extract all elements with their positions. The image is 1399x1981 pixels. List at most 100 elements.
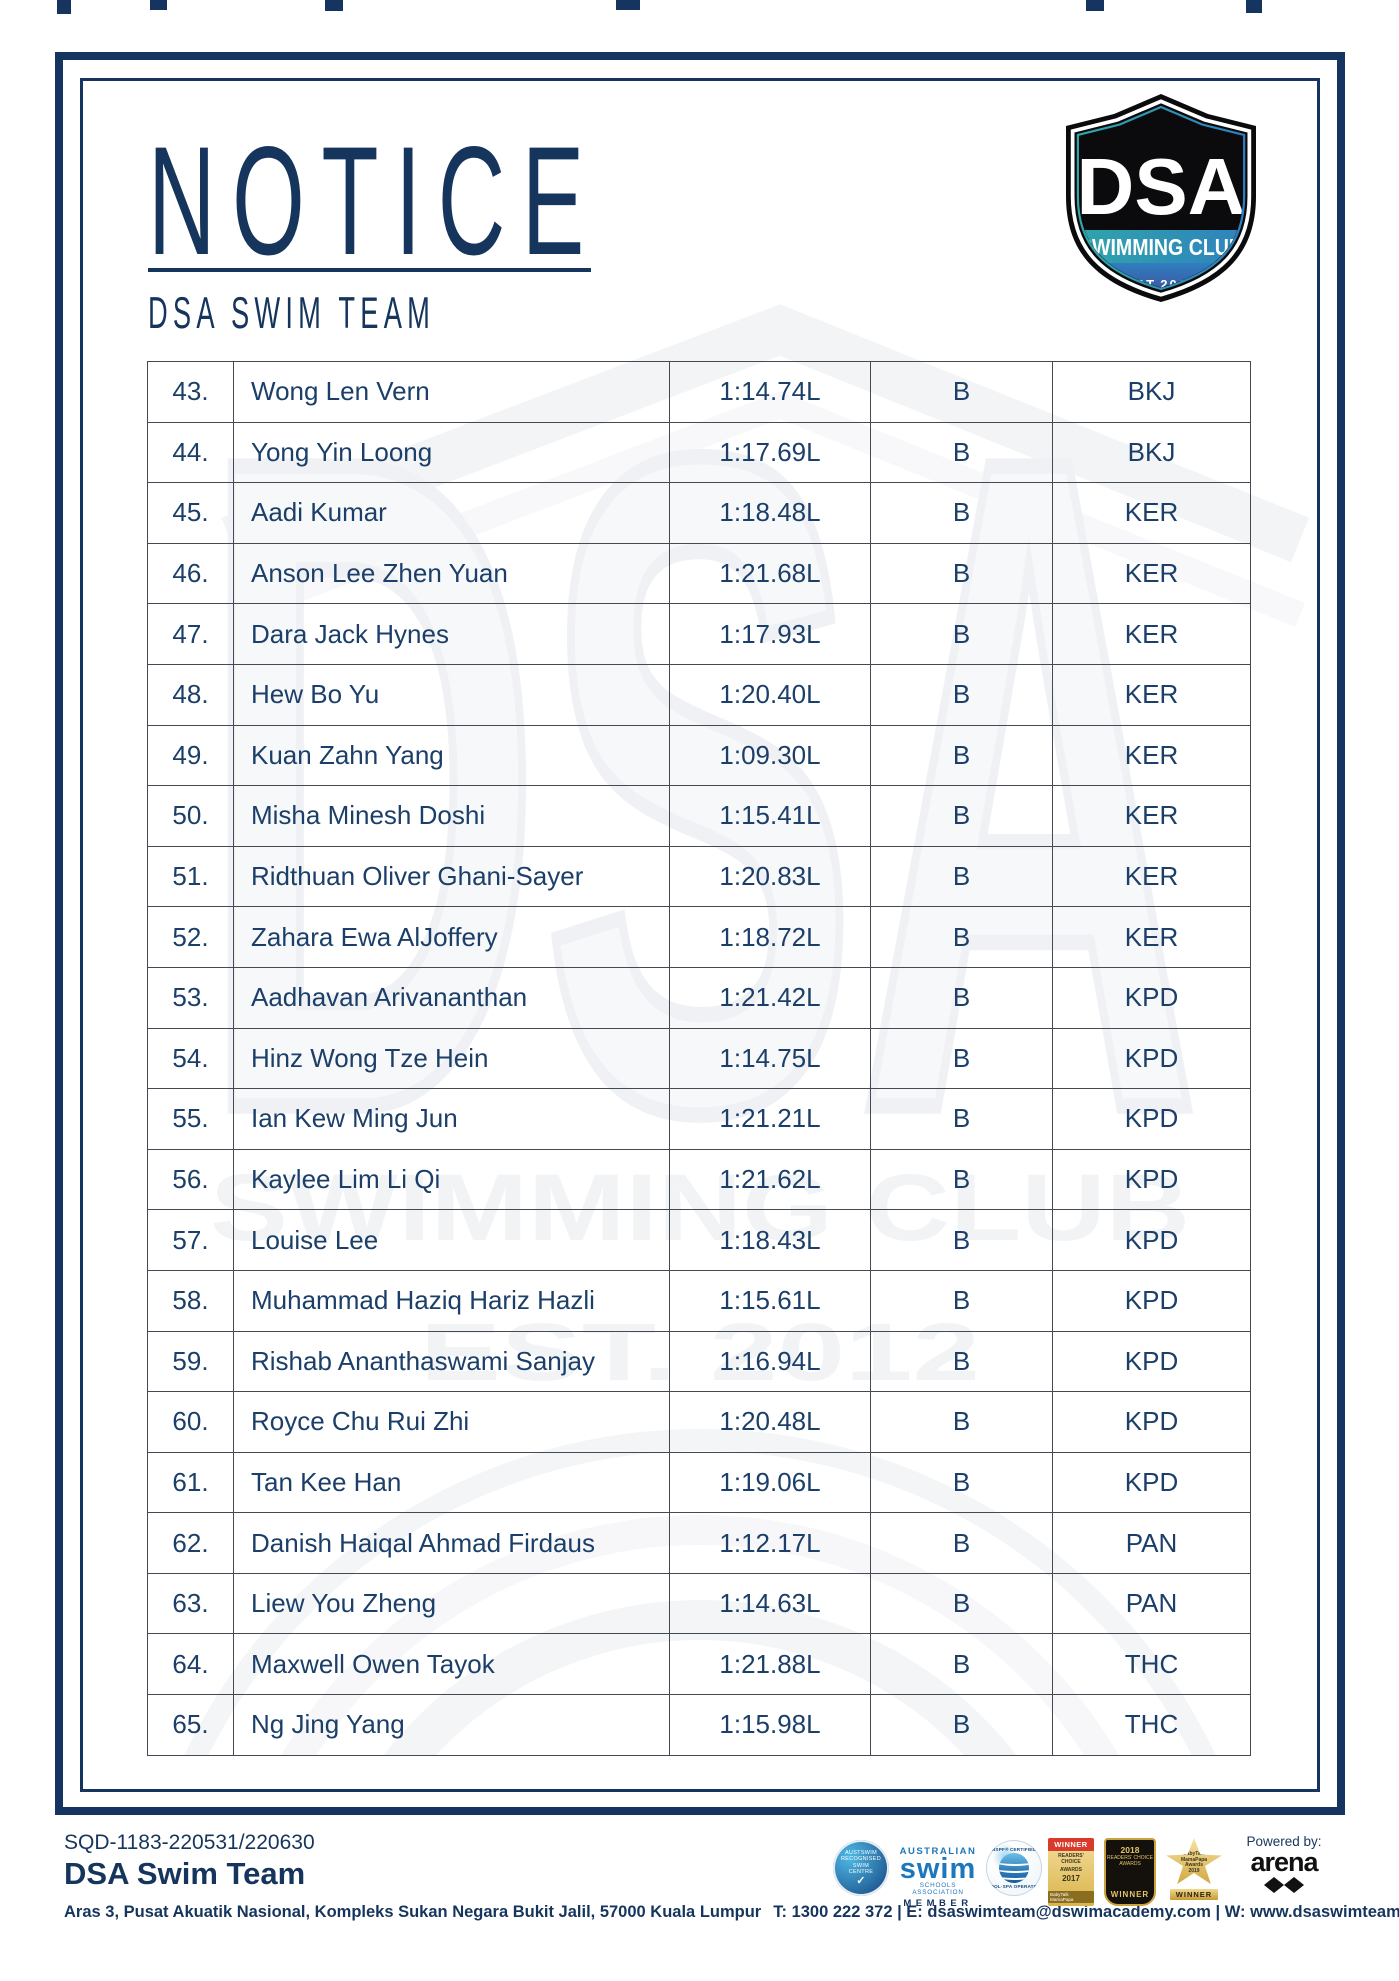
- results-table-body: 43. Wong Len Vern 1:14.74L B BKJ 44. Yong Yin …: [147, 361, 1251, 1756]
- gold-star-icon: BabyTalk MamaPapa Awards 2019: [1166, 1838, 1222, 1884]
- logo-est-text: EST.2012: [1125, 277, 1197, 292]
- cell-name: Royce Chu Rui Zhi: [233, 1391, 670, 1453]
- nspf-top-text: NSPF® CERTIFIED: [991, 1846, 1037, 1852]
- cell-no: 64.: [147, 1633, 234, 1696]
- footer-contact: T: 1300 222 372 | E: dsaswimteam@dswimac…: [773, 1903, 1399, 1921]
- cell-grade: B: [870, 1330, 1053, 1393]
- table-row: 43. Wong Len Vern 1:14.74L B BKJ: [147, 361, 1251, 423]
- austswim-line: AUSTSWIM: [844, 1849, 878, 1856]
- cell-team: KER: [1052, 724, 1251, 787]
- table-row: 52. Zahara Ewa AlJoffery 1:18.72L B KER: [147, 906, 1251, 968]
- winner-2018-shield-badge: 2018 READERS' CHOICE AWARDS WINNER: [1104, 1838, 1156, 1906]
- powered-by-arena: Powered by: arena: [1236, 1834, 1332, 1893]
- document-reference: SQD-1183-220531/220630: [64, 1831, 315, 1854]
- cell-grade: B: [870, 603, 1053, 665]
- cell-team: KPD: [1052, 966, 1251, 1029]
- table-row: 46. Anson Lee Zhen Yuan 1:21.68L B KER: [147, 542, 1251, 605]
- table-row: 50. Misha Minesh Doshi 1:15.41L B KER: [147, 785, 1251, 847]
- cell-time: 1:17.69L: [669, 421, 871, 484]
- cell-name: Ian Kew Ming Jun: [233, 1088, 670, 1150]
- cell-team: KPD: [1052, 1269, 1251, 1332]
- cell-time: 1:16.94L: [669, 1330, 871, 1393]
- wave-globe-icon: [999, 1853, 1029, 1883]
- swim-schools-association-badge: AUSTRALIAN swim SCHOOLS ASSOCIATION MEMB…: [896, 1846, 980, 1909]
- cell-name: Zahara Ewa AlJoffery: [233, 906, 670, 968]
- cell-no: 48.: [147, 663, 234, 726]
- page-subtitle: DSA SWIM TEAM: [148, 288, 436, 338]
- cell-no: 62.: [147, 1512, 234, 1574]
- cell-no: 54.: [147, 1027, 234, 1090]
- cell-no: 56.: [147, 1148, 234, 1211]
- table-row: 44. Yong Yin Loong 1:17.69L B BKJ: [147, 421, 1251, 484]
- cell-name: Hinz Wong Tze Hein: [233, 1027, 670, 1090]
- cell-name: Aadi Kumar: [233, 482, 670, 544]
- logo-band-text: SWIMMING CLUB: [1079, 234, 1243, 260]
- winner-2017-badge: WINNER READERS' CHOICE AWARDS 2017 BabyT…: [1048, 1838, 1094, 1906]
- cell-team: KPD: [1052, 1088, 1251, 1150]
- award-line: AWARDS: [1119, 1861, 1141, 1867]
- cell-name: Muhammad Haziq Hariz Hazli: [233, 1269, 670, 1332]
- cell-name: Hew Bo Yu: [233, 663, 670, 726]
- winner-banner: WINNER: [1048, 1838, 1094, 1851]
- cell-time: 1:20.83L: [669, 845, 871, 908]
- austswim-badge-icon: AUSTSWIM RECOGNISED SWIM CENTRE ✓: [833, 1840, 889, 1896]
- cell-name: Aadhavan Arivananthan: [233, 966, 670, 1029]
- cell-time: 1:09.30L: [669, 724, 871, 787]
- cell-team: KPD: [1052, 1148, 1251, 1211]
- cell-time: 1:15.41L: [669, 785, 871, 847]
- cell-time: 1:14.75L: [669, 1027, 871, 1090]
- cell-team: KPD: [1052, 1391, 1251, 1453]
- assoc-word: swim: [899, 1853, 977, 1885]
- award-year: 2017: [1062, 1874, 1080, 1883]
- cell-team: KER: [1052, 663, 1251, 726]
- table-row: 48. Hew Bo Yu 1:20.40L B KER: [147, 663, 1251, 726]
- cell-name: Danish Haiqal Ahmad Firdaus: [233, 1512, 670, 1574]
- cell-grade: B: [870, 1269, 1053, 1332]
- cell-no: 57.: [147, 1209, 234, 1271]
- cell-time: 1:12.17L: [669, 1512, 871, 1574]
- table-row: 55. Ian Kew Ming Jun 1:21.21L B KPD: [147, 1088, 1251, 1150]
- table-row: 62. Danish Haiqal Ahmad Firdaus 1:12.17L B P…: [147, 1512, 1251, 1574]
- cell-no: 65.: [147, 1694, 234, 1756]
- dsa-club-logo-icon: DSA SWIMMING CLUB EST.2012: [1066, 94, 1256, 302]
- austswim-line: SWIM: [852, 1862, 870, 1869]
- table-row: 56. Kaylee Lim Li Qi 1:21.62L B KPD: [147, 1148, 1251, 1211]
- cell-grade: B: [870, 361, 1053, 423]
- cell-no: 58.: [147, 1269, 234, 1332]
- table-row: 60. Royce Chu Rui Zhi 1:20.48L B KPD: [147, 1391, 1251, 1453]
- footer-address: Aras 3, Pusat Akuatik Nasional, Kompleks…: [64, 1903, 762, 1921]
- cell-name: Kaylee Lim Li Qi: [233, 1148, 670, 1211]
- table-row: 47. Dara Jack Hynes 1:17.93L B KER: [147, 603, 1251, 665]
- cell-team: KER: [1052, 845, 1251, 908]
- footer-org-name: DSA Swim Team: [64, 1856, 306, 1891]
- cell-name: Misha Minesh Doshi: [233, 785, 670, 847]
- cell-team: KER: [1052, 785, 1251, 847]
- cell-grade: B: [870, 421, 1053, 484]
- cell-name: Tan Kee Han: [233, 1451, 670, 1514]
- cell-name: Maxwell Owen Tayok: [233, 1633, 670, 1696]
- cell-no: 44.: [147, 421, 234, 484]
- results-table: 43. Wong Len Vern 1:14.74L B BKJ 44. Yong Yin …: [147, 361, 1251, 1756]
- cell-team: KPD: [1052, 1330, 1251, 1393]
- logo-initials: DSA: [1077, 142, 1246, 231]
- table-row: 54. Hinz Wong Tze Hein 1:14.75L B KPD: [147, 1027, 1251, 1090]
- cell-team: PAN: [1052, 1572, 1251, 1635]
- cell-no: 60.: [147, 1391, 234, 1453]
- cell-time: 1:18.43L: [669, 1209, 871, 1271]
- arena-logo-text: arena: [1250, 1847, 1318, 1877]
- austswim-line: CENTRE: [848, 1869, 874, 1875]
- cell-time: 1:21.62L: [669, 1148, 871, 1211]
- nspf-badge-icon: NSPF® CERTIFIED POOL·SPA OPERATOR: [986, 1840, 1042, 1896]
- cell-grade: B: [870, 1209, 1053, 1271]
- cell-team: KPD: [1052, 1027, 1251, 1090]
- cell-name: Rishab Ananthaswami Sanjay: [233, 1330, 670, 1393]
- cell-grade: B: [870, 1572, 1053, 1635]
- cell-team: BKJ: [1052, 361, 1251, 423]
- award-line: Awards 2019: [1185, 1862, 1203, 1874]
- cell-time: 1:21.68L: [669, 542, 871, 605]
- table-row: 64. Maxwell Owen Tayok 1:21.88L B THC: [147, 1633, 1251, 1696]
- cell-time: 1:18.48L: [669, 482, 871, 544]
- cell-time: 1:20.48L: [669, 1391, 871, 1453]
- cell-grade: B: [870, 1088, 1053, 1150]
